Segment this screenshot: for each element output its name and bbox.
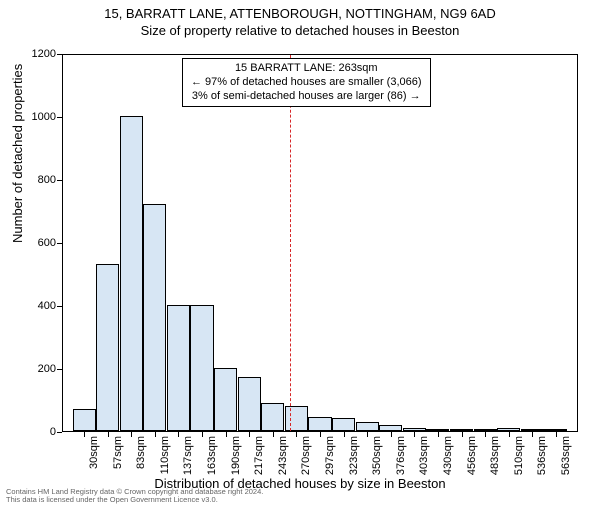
x-tick-mark <box>249 432 250 437</box>
annotation-line3: 3% of semi-detached houses are larger (8… <box>191 90 422 104</box>
x-tick-mark <box>296 432 297 437</box>
x-tick-mark <box>344 432 345 437</box>
y-tick-mark <box>57 369 62 370</box>
histogram-bar <box>544 429 567 431</box>
x-tick-label: 510sqm <box>513 436 525 475</box>
x-tick-label: 243sqm <box>277 436 289 475</box>
annotation-line2: ← 97% of detached houses are smaller (3,… <box>191 76 422 90</box>
histogram-bar <box>426 429 449 431</box>
x-tick-label: 350sqm <box>371 436 383 475</box>
y-axis-label: Number of detached properties <box>10 64 25 243</box>
x-tick-label: 403sqm <box>418 436 430 475</box>
marker-line <box>290 55 292 431</box>
x-tick-label: 536sqm <box>536 436 548 475</box>
histogram-bar <box>73 409 96 431</box>
y-tick-label: 200 <box>16 363 56 375</box>
x-tick-mark <box>131 432 132 437</box>
histogram-bar <box>190 305 213 431</box>
x-tick-label: 137sqm <box>182 436 194 475</box>
title-sub: Size of property relative to detached ho… <box>0 23 600 38</box>
annotation-box: 15 BARRATT LANE: 263sqm ← 97% of detache… <box>182 58 431 107</box>
x-tick-mark <box>462 432 463 437</box>
x-tick-mark <box>509 432 510 437</box>
y-tick-label: 600 <box>16 237 56 249</box>
x-tick-label: 430sqm <box>442 436 454 475</box>
x-tick-mark <box>391 432 392 437</box>
x-tick-mark <box>155 432 156 437</box>
plot-area: 020040060080010001200 30sqm57sqm83sqm110… <box>62 54 578 432</box>
x-tick-mark <box>414 432 415 437</box>
footer: Contains HM Land Registry data © Crown c… <box>6 488 263 505</box>
annotation-line1: 15 BARRATT LANE: 263sqm <box>191 62 422 76</box>
x-tick-label: 297sqm <box>324 436 336 475</box>
x-tick-label: 483sqm <box>489 436 501 475</box>
y-tick-mark <box>57 432 62 433</box>
histogram-bar <box>497 428 520 431</box>
y-tick-mark <box>57 54 62 55</box>
histogram-bar <box>521 429 544 431</box>
x-tick-label: 323sqm <box>348 436 360 475</box>
x-tick-mark <box>438 432 439 437</box>
x-tick-mark <box>556 432 557 437</box>
histogram-bar <box>238 377 261 431</box>
x-tick-label: 270sqm <box>300 436 312 475</box>
histogram-bar <box>474 429 497 431</box>
x-tick-mark <box>84 432 85 437</box>
histogram-bar <box>214 368 237 431</box>
histogram-bar <box>96 264 119 431</box>
histogram-bar <box>308 417 331 431</box>
y-tick-mark <box>57 306 62 307</box>
histogram-bar <box>285 406 308 431</box>
x-tick-label: 217sqm <box>253 436 265 475</box>
y-tick-label: 800 <box>16 174 56 186</box>
x-tick-label: 190sqm <box>230 436 242 475</box>
x-tick-mark <box>202 432 203 437</box>
histogram-bar <box>356 422 379 431</box>
y-tick-mark <box>57 180 62 181</box>
x-tick-mark <box>485 432 486 437</box>
histogram-bar <box>379 425 402 431</box>
y-tick-label: 0 <box>16 426 56 438</box>
x-tick-mark <box>273 432 274 437</box>
x-tick-label: 563sqm <box>560 436 572 475</box>
y-tick-label: 1000 <box>16 111 56 123</box>
histogram-bar <box>403 428 426 431</box>
histogram-bar <box>332 418 355 431</box>
x-tick-label: 83sqm <box>135 436 147 469</box>
x-tick-label: 57sqm <box>112 436 124 469</box>
title-main: 15, BARRATT LANE, ATTENBOROUGH, NOTTINGH… <box>0 6 600 21</box>
histogram-bar <box>167 305 190 431</box>
x-tick-label: 163sqm <box>206 436 218 475</box>
histogram-bar <box>261 403 284 431</box>
x-tick-mark <box>367 432 368 437</box>
y-tick-mark <box>57 117 62 118</box>
x-tick-mark <box>178 432 179 437</box>
histogram-bar <box>450 429 473 431</box>
x-tick-label: 376sqm <box>395 436 407 475</box>
y-tick-label: 400 <box>16 300 56 312</box>
x-tick-label: 456sqm <box>466 436 478 475</box>
y-tick-label: 1200 <box>16 48 56 60</box>
x-tick-mark <box>226 432 227 437</box>
x-tick-label: 110sqm <box>159 436 171 474</box>
x-tick-mark <box>320 432 321 437</box>
histogram-bar <box>120 116 143 431</box>
histogram-bar <box>143 204 166 431</box>
y-tick-mark <box>57 243 62 244</box>
x-tick-label: 30sqm <box>88 436 100 469</box>
x-tick-mark <box>532 432 533 437</box>
x-tick-mark <box>108 432 109 437</box>
